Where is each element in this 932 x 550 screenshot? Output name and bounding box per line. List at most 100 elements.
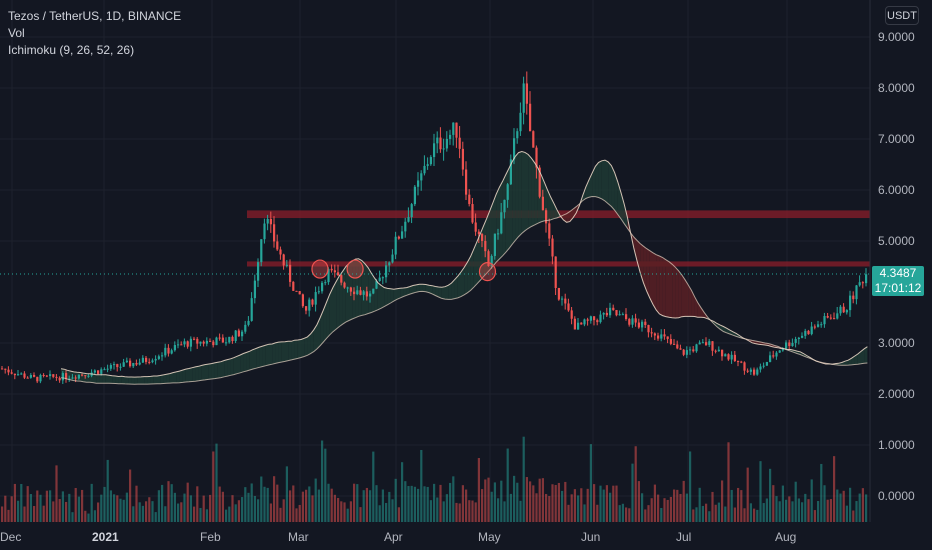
ichimoku-indicator-label[interactable]: Ichimoku (9, 26, 52, 26) bbox=[8, 43, 135, 57]
volume-bar bbox=[634, 446, 637, 522]
candle-body bbox=[215, 337, 218, 346]
candle-body bbox=[237, 330, 240, 337]
candle-body bbox=[429, 157, 432, 165]
candle-body bbox=[724, 354, 727, 357]
volume-bar bbox=[567, 504, 570, 522]
volume-bar bbox=[205, 509, 208, 522]
candle-body bbox=[826, 316, 829, 318]
cloud-segment bbox=[93, 374, 97, 384]
volume-bar bbox=[369, 490, 372, 522]
cloud-segment bbox=[691, 290, 695, 317]
volume-bar bbox=[465, 489, 468, 522]
candle-body bbox=[577, 322, 580, 330]
candle-body bbox=[503, 199, 506, 213]
volume-bar bbox=[375, 485, 378, 522]
candle-body bbox=[77, 374, 80, 379]
cloud-segment bbox=[102, 374, 106, 384]
cloud-segment bbox=[534, 162, 538, 225]
cloud-segment bbox=[294, 340, 298, 360]
candle-body bbox=[813, 326, 816, 328]
candle-body bbox=[756, 369, 759, 375]
candle-body bbox=[247, 320, 250, 325]
volume-bar bbox=[77, 496, 80, 522]
volume-bar bbox=[484, 479, 487, 522]
cloud-segment bbox=[134, 377, 138, 385]
cloud-segment bbox=[323, 301, 327, 342]
volume-bar bbox=[650, 498, 653, 522]
symbol-title[interactable]: Tezos / TetherUS, 1D, BINANCE bbox=[8, 9, 182, 23]
candle-body bbox=[97, 370, 100, 374]
volume-bar bbox=[93, 510, 96, 522]
cloud-segment bbox=[198, 365, 202, 381]
candle-body bbox=[353, 291, 356, 295]
volume-bar bbox=[439, 484, 442, 522]
volume-bar bbox=[538, 478, 541, 522]
candle-body bbox=[4, 368, 7, 370]
cloud-segment bbox=[435, 286, 439, 298]
candle-body bbox=[327, 268, 330, 283]
cloud-segment bbox=[422, 284, 426, 292]
volume-bar bbox=[58, 499, 61, 522]
volume-bar bbox=[433, 483, 436, 522]
candle-body bbox=[458, 137, 461, 149]
volume-bar bbox=[353, 483, 356, 522]
candle-body bbox=[164, 347, 167, 356]
volume-bar bbox=[218, 486, 221, 522]
candle-body bbox=[660, 334, 663, 339]
volume-bar bbox=[151, 501, 154, 522]
cloud-segment bbox=[400, 288, 404, 298]
volume-bar bbox=[682, 480, 685, 522]
cloud-segment bbox=[195, 366, 199, 382]
cloud-segment bbox=[403, 287, 407, 297]
chart-legend: Tezos / TetherUS, 1D, BINANCE Vol Ichimo… bbox=[8, 8, 181, 59]
price-axis-label: 3.0000 bbox=[878, 336, 915, 350]
volume-bar bbox=[833, 456, 836, 522]
cloud-segment bbox=[662, 257, 666, 317]
candle-body bbox=[253, 280, 256, 299]
volume-bar bbox=[685, 493, 688, 522]
volume-bar bbox=[212, 451, 215, 522]
candle-body bbox=[199, 341, 202, 344]
volume-bar bbox=[109, 490, 112, 522]
candle-body bbox=[292, 281, 295, 291]
volume-bar bbox=[813, 510, 816, 522]
candle-body bbox=[106, 368, 109, 370]
volume-bar bbox=[39, 494, 42, 522]
candle-body bbox=[356, 290, 359, 295]
volume-bar bbox=[561, 490, 564, 522]
volume-bar bbox=[36, 490, 39, 522]
cloud-segment bbox=[137, 376, 141, 385]
currency-button[interactable]: USDT bbox=[885, 6, 919, 25]
volume-bar bbox=[724, 506, 727, 522]
candle-body bbox=[436, 137, 439, 144]
volume-bar bbox=[653, 484, 656, 522]
candle-body bbox=[797, 337, 800, 340]
candle-body bbox=[413, 186, 416, 205]
cloud-segment bbox=[259, 346, 263, 368]
cloud-segment bbox=[384, 287, 388, 307]
volume-bar bbox=[788, 496, 791, 522]
candle-body bbox=[301, 294, 304, 307]
candle-body bbox=[29, 375, 32, 378]
cloud-segment bbox=[160, 374, 164, 384]
cloud-segment bbox=[605, 160, 609, 204]
time-axis-label: Jul bbox=[676, 530, 692, 544]
volume-bar bbox=[420, 449, 423, 522]
cloud-segment bbox=[573, 206, 577, 218]
volume-indicator-label[interactable]: Vol bbox=[8, 26, 25, 40]
volume-bar bbox=[404, 481, 407, 522]
candle-body bbox=[84, 375, 87, 377]
volume-bar bbox=[733, 507, 736, 522]
highlight-circle bbox=[346, 259, 364, 279]
cloud-segment bbox=[553, 203, 557, 219]
candle-body bbox=[113, 364, 116, 366]
volume-bar bbox=[157, 490, 160, 522]
cloud-segment bbox=[640, 243, 644, 283]
candle-body bbox=[116, 364, 119, 368]
candle-body bbox=[209, 340, 212, 342]
candle-body bbox=[487, 251, 490, 266]
candle-body bbox=[7, 369, 10, 373]
candle-body bbox=[676, 344, 679, 349]
cloud-segment bbox=[473, 241, 477, 288]
